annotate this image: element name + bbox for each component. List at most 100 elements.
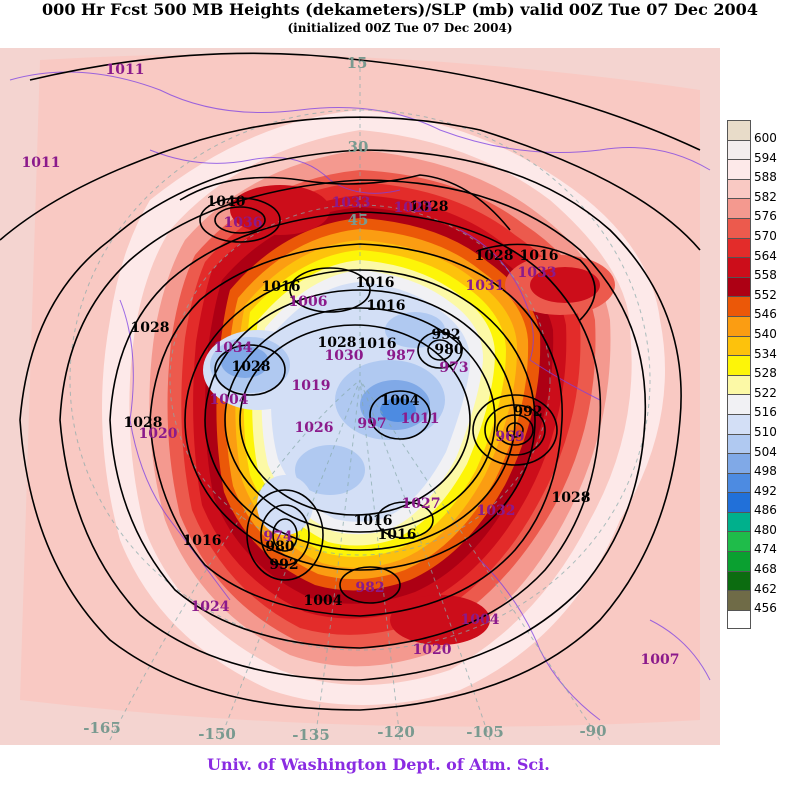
coordinate-label: -135 bbox=[292, 726, 330, 744]
pressure-center-label: 1031 bbox=[466, 278, 505, 294]
legend-entry: 570 bbox=[727, 217, 800, 243]
isobar-label: 1016 bbox=[262, 279, 301, 295]
coordinate-label: -120 bbox=[377, 723, 415, 741]
legend-swatch bbox=[727, 159, 751, 179]
pressure-center-label: 1030 bbox=[325, 348, 364, 364]
isobar-label: 1028 bbox=[131, 320, 170, 336]
isobar-label: 1040 bbox=[207, 194, 246, 210]
isobar-label: 1028 bbox=[552, 490, 591, 506]
isobar-label: 1028 bbox=[475, 248, 514, 264]
isobar-label: 1016 bbox=[356, 275, 395, 291]
legend-entry: 510 bbox=[727, 413, 800, 439]
legend-entry: 516 bbox=[727, 394, 800, 419]
isobar-label: 1028 bbox=[410, 199, 449, 215]
legend-swatch bbox=[727, 590, 751, 610]
pressure-center-label: 1036 bbox=[224, 215, 263, 231]
legend-label: 486 bbox=[754, 503, 777, 518]
isobar-label: 1028 bbox=[124, 415, 163, 431]
isobar-label: 1028 bbox=[318, 335, 357, 351]
height-color-fill bbox=[0, 48, 720, 745]
legend-entry: 594 bbox=[727, 139, 800, 165]
legend-swatch bbox=[727, 276, 751, 297]
isobar-label: 1016 bbox=[520, 248, 559, 264]
legend-entry: 504 bbox=[727, 433, 800, 459]
legend-entry: 468 bbox=[727, 551, 800, 576]
legend-swatch bbox=[727, 433, 751, 454]
map-subtitle: (initialized 00Z Tue 07 Dec 2004) bbox=[287, 21, 513, 35]
legend-entry: 480 bbox=[727, 511, 800, 537]
pressure-center-label: 1006 bbox=[289, 294, 328, 310]
legend-label: 558 bbox=[754, 268, 777, 283]
credit-text: Univ. of Washington Dept. of Atm. Sci. bbox=[207, 755, 550, 774]
legend-swatch bbox=[727, 296, 751, 316]
legend-label: 474 bbox=[754, 542, 777, 557]
legend-entry: 486 bbox=[727, 492, 800, 517]
legend-entry: 558 bbox=[727, 257, 800, 282]
coordinate-label: -105 bbox=[466, 723, 504, 741]
forecast-map: 1040 1028 1016 1016 1016 1028 1028 1016 992 980 10… bbox=[0, 48, 720, 745]
pressure-center-label: 1020 bbox=[139, 426, 178, 442]
pressure-center-label: 1023 bbox=[394, 200, 433, 216]
isobar-label: 1016 bbox=[358, 336, 397, 352]
legend-entry: 456 bbox=[727, 590, 800, 615]
legend-label: 582 bbox=[754, 189, 777, 204]
legend-swatch bbox=[727, 120, 751, 140]
coordinate-label: -150 bbox=[198, 725, 236, 743]
legend-entry: 582 bbox=[727, 178, 800, 204]
isobar-contours bbox=[0, 52, 701, 711]
legend-label: 498 bbox=[754, 464, 777, 479]
pressure-center-label: 1004 bbox=[461, 612, 500, 628]
legend-entry: 540 bbox=[727, 315, 800, 341]
legend-swatch bbox=[727, 531, 751, 552]
legend-label: 570 bbox=[754, 228, 777, 243]
pressure-center-label: 974 bbox=[263, 529, 292, 545]
legend-entry: 462 bbox=[727, 570, 800, 596]
legend-label: 480 bbox=[754, 522, 777, 537]
legend-swatch bbox=[727, 374, 751, 395]
pressure-center-label: 997 bbox=[357, 416, 386, 432]
coordinate-label: -165 bbox=[83, 719, 121, 737]
legend-entry: 498 bbox=[727, 453, 800, 478]
legend-swatch bbox=[727, 178, 751, 199]
legend-entry: 552 bbox=[727, 276, 800, 302]
legend-label: 522 bbox=[754, 385, 777, 400]
legend-swatch bbox=[727, 413, 751, 434]
pressure-center-label: 1019 bbox=[292, 378, 331, 394]
legend-swatch bbox=[727, 237, 751, 258]
legend-label: 576 bbox=[754, 209, 777, 224]
legend-entry: 492 bbox=[727, 472, 800, 498]
pressure-center-label: 1011 bbox=[106, 62, 145, 78]
pressure-center-label: 1032 bbox=[477, 503, 516, 519]
legend-label: 552 bbox=[754, 287, 777, 302]
coordinate-label: 45 bbox=[348, 211, 369, 229]
color-scale-legend: 600 594 588 582 576 570 564 558 552 546 540 534 528 5… bbox=[727, 120, 800, 630]
pressure-center-label: 1011 bbox=[401, 411, 440, 427]
pressure-center-label: 973 bbox=[439, 360, 468, 376]
pressure-center-label: 1007 bbox=[641, 652, 680, 668]
legend-entry: 588 bbox=[727, 159, 800, 184]
legend-label: 534 bbox=[754, 346, 777, 361]
legend-swatch bbox=[727, 394, 751, 414]
isobar-label: 1004 bbox=[381, 393, 420, 409]
coordinate-label: 15 bbox=[347, 54, 368, 72]
isobar-label: 1016 bbox=[378, 527, 417, 543]
pressure-center-label: 1024 bbox=[191, 599, 230, 615]
legend-swatch bbox=[727, 609, 751, 630]
pressure-center-label: 1027 bbox=[402, 496, 441, 512]
legend-label: 462 bbox=[754, 581, 777, 596]
pressure-center-label: 1026 bbox=[295, 420, 334, 436]
legend-entry: 522 bbox=[727, 374, 800, 400]
legend-label: 510 bbox=[754, 424, 777, 439]
legend-label: 492 bbox=[754, 483, 777, 498]
pressure-center-label: 969 bbox=[495, 429, 524, 445]
legend-swatch bbox=[727, 453, 751, 473]
isobar-label: 1016 bbox=[354, 513, 393, 529]
legend-label: 540 bbox=[754, 326, 777, 341]
legend-label: 564 bbox=[754, 248, 777, 263]
legend-swatch bbox=[727, 511, 751, 532]
legend-entry: 474 bbox=[727, 531, 800, 556]
legend-label: 594 bbox=[754, 150, 777, 165]
legend-swatch bbox=[727, 257, 751, 277]
legend-swatch bbox=[727, 335, 751, 356]
legend-swatch bbox=[727, 472, 751, 493]
